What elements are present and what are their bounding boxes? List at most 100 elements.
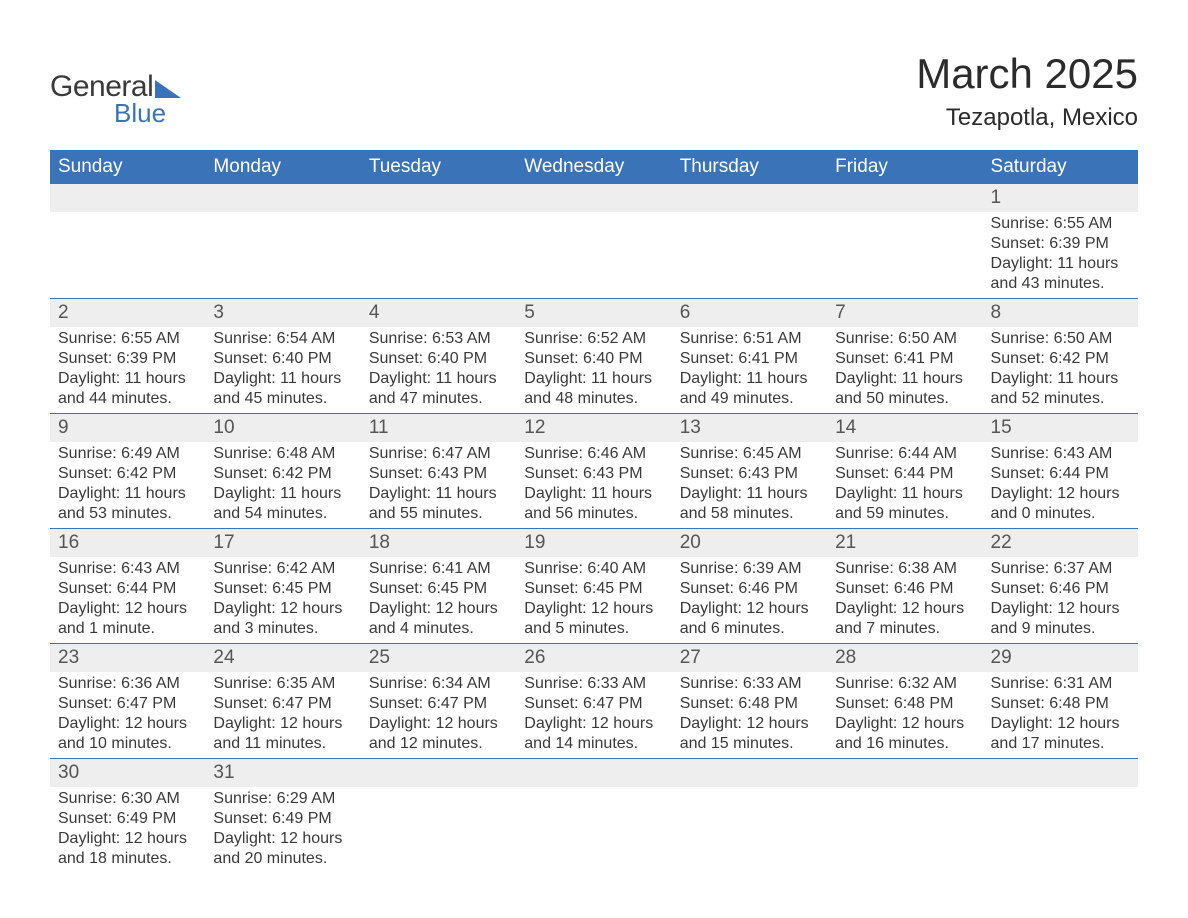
day-detail: Sunrise: 6:43 AMSunset: 6:44 PMDaylight:…	[50, 557, 205, 644]
day-detail: Sunrise: 6:41 AMSunset: 6:45 PMDaylight:…	[361, 557, 516, 644]
day-number: 29	[983, 644, 1138, 673]
day-header: Tuesday	[361, 150, 516, 184]
day-number: 23	[50, 644, 205, 673]
logo-text-blue: Blue	[114, 98, 181, 129]
day-detail: Sunrise: 6:49 AMSunset: 6:42 PMDaylight:…	[50, 442, 205, 529]
location: Tezapotla, Mexico	[916, 104, 1138, 132]
day-detail: Sunrise: 6:46 AMSunset: 6:43 PMDaylight:…	[516, 442, 671, 529]
day-number: 21	[827, 529, 982, 558]
day-detail: Sunrise: 6:47 AMSunset: 6:43 PMDaylight:…	[361, 442, 516, 529]
day-number	[50, 184, 205, 212]
day-detail: Sunrise: 6:37 AMSunset: 6:46 PMDaylight:…	[983, 557, 1138, 644]
day-detail: Sunrise: 6:55 AMSunset: 6:39 PMDaylight:…	[983, 212, 1138, 299]
day-number	[516, 184, 671, 212]
day-detail: Sunrise: 6:33 AMSunset: 6:48 PMDaylight:…	[672, 672, 827, 759]
day-detail: Sunrise: 6:38 AMSunset: 6:46 PMDaylight:…	[827, 557, 982, 644]
day-header: Sunday	[50, 150, 205, 184]
daynum-row: 3031	[50, 759, 1138, 788]
day-number: 4	[361, 299, 516, 328]
daynum-row: 9101112131415	[50, 414, 1138, 443]
day-detail: Sunrise: 6:45 AMSunset: 6:43 PMDaylight:…	[672, 442, 827, 529]
day-detail: Sunrise: 6:44 AMSunset: 6:44 PMDaylight:…	[827, 442, 982, 529]
day-detail	[672, 787, 827, 873]
calendar-table: Sunday Monday Tuesday Wednesday Thursday…	[50, 150, 1138, 873]
day-header-row: Sunday Monday Tuesday Wednesday Thursday…	[50, 150, 1138, 184]
month-title: March 2025	[916, 50, 1138, 98]
day-number	[205, 184, 360, 212]
day-number: 11	[361, 414, 516, 443]
day-detail: Sunrise: 6:29 AMSunset: 6:49 PMDaylight:…	[205, 787, 360, 873]
calendar-body: 1Sunrise: 6:55 AMSunset: 6:39 PMDaylight…	[50, 184, 1138, 873]
day-number	[361, 759, 516, 788]
daynum-row: 2345678	[50, 299, 1138, 328]
daynum-row: 23242526272829	[50, 644, 1138, 673]
day-detail: Sunrise: 6:34 AMSunset: 6:47 PMDaylight:…	[361, 672, 516, 759]
day-detail	[827, 787, 982, 873]
day-number: 26	[516, 644, 671, 673]
day-number: 10	[205, 414, 360, 443]
day-number	[827, 759, 982, 788]
day-header: Thursday	[672, 150, 827, 184]
day-detail: Sunrise: 6:50 AMSunset: 6:42 PMDaylight:…	[983, 327, 1138, 414]
day-header: Friday	[827, 150, 982, 184]
day-detail: Sunrise: 6:55 AMSunset: 6:39 PMDaylight:…	[50, 327, 205, 414]
logo-triangle-icon	[155, 80, 181, 98]
day-number: 25	[361, 644, 516, 673]
detail-row: Sunrise: 6:49 AMSunset: 6:42 PMDaylight:…	[50, 442, 1138, 529]
title-block: March 2025 Tezapotla, Mexico	[916, 50, 1138, 132]
day-number	[827, 184, 982, 212]
day-number	[361, 184, 516, 212]
header: General Blue March 2025 Tezapotla, Mexic…	[50, 50, 1138, 132]
day-number: 31	[205, 759, 360, 788]
day-detail	[50, 212, 205, 299]
day-detail	[827, 212, 982, 299]
day-number: 16	[50, 529, 205, 558]
detail-row: Sunrise: 6:36 AMSunset: 6:47 PMDaylight:…	[50, 672, 1138, 759]
day-detail: Sunrise: 6:40 AMSunset: 6:45 PMDaylight:…	[516, 557, 671, 644]
day-detail: Sunrise: 6:33 AMSunset: 6:47 PMDaylight:…	[516, 672, 671, 759]
day-detail: Sunrise: 6:53 AMSunset: 6:40 PMDaylight:…	[361, 327, 516, 414]
day-header: Saturday	[983, 150, 1138, 184]
day-detail: Sunrise: 6:52 AMSunset: 6:40 PMDaylight:…	[516, 327, 671, 414]
day-number: 12	[516, 414, 671, 443]
day-number: 20	[672, 529, 827, 558]
day-number: 3	[205, 299, 360, 328]
day-detail: Sunrise: 6:32 AMSunset: 6:48 PMDaylight:…	[827, 672, 982, 759]
day-header: Wednesday	[516, 150, 671, 184]
day-number: 14	[827, 414, 982, 443]
day-detail: Sunrise: 6:48 AMSunset: 6:42 PMDaylight:…	[205, 442, 360, 529]
day-number: 27	[672, 644, 827, 673]
detail-row: Sunrise: 6:55 AMSunset: 6:39 PMDaylight:…	[50, 327, 1138, 414]
day-number: 30	[50, 759, 205, 788]
day-number: 13	[672, 414, 827, 443]
day-number: 24	[205, 644, 360, 673]
detail-row: Sunrise: 6:55 AMSunset: 6:39 PMDaylight:…	[50, 212, 1138, 299]
day-detail: Sunrise: 6:30 AMSunset: 6:49 PMDaylight:…	[50, 787, 205, 873]
detail-row: Sunrise: 6:30 AMSunset: 6:49 PMDaylight:…	[50, 787, 1138, 873]
day-number: 8	[983, 299, 1138, 328]
day-number	[672, 184, 827, 212]
day-detail	[516, 212, 671, 299]
day-detail	[983, 787, 1138, 873]
day-number: 15	[983, 414, 1138, 443]
day-number: 17	[205, 529, 360, 558]
day-number: 2	[50, 299, 205, 328]
logo: General Blue	[50, 70, 181, 129]
day-number: 1	[983, 184, 1138, 212]
day-detail	[361, 787, 516, 873]
day-number: 28	[827, 644, 982, 673]
day-number: 9	[50, 414, 205, 443]
day-detail: Sunrise: 6:42 AMSunset: 6:45 PMDaylight:…	[205, 557, 360, 644]
daynum-row: 16171819202122	[50, 529, 1138, 558]
detail-row: Sunrise: 6:43 AMSunset: 6:44 PMDaylight:…	[50, 557, 1138, 644]
day-detail: Sunrise: 6:39 AMSunset: 6:46 PMDaylight:…	[672, 557, 827, 644]
day-number: 19	[516, 529, 671, 558]
day-number: 22	[983, 529, 1138, 558]
day-detail: Sunrise: 6:36 AMSunset: 6:47 PMDaylight:…	[50, 672, 205, 759]
day-number: 18	[361, 529, 516, 558]
day-detail	[205, 212, 360, 299]
day-number	[672, 759, 827, 788]
day-number: 7	[827, 299, 982, 328]
day-number	[516, 759, 671, 788]
day-detail	[672, 212, 827, 299]
